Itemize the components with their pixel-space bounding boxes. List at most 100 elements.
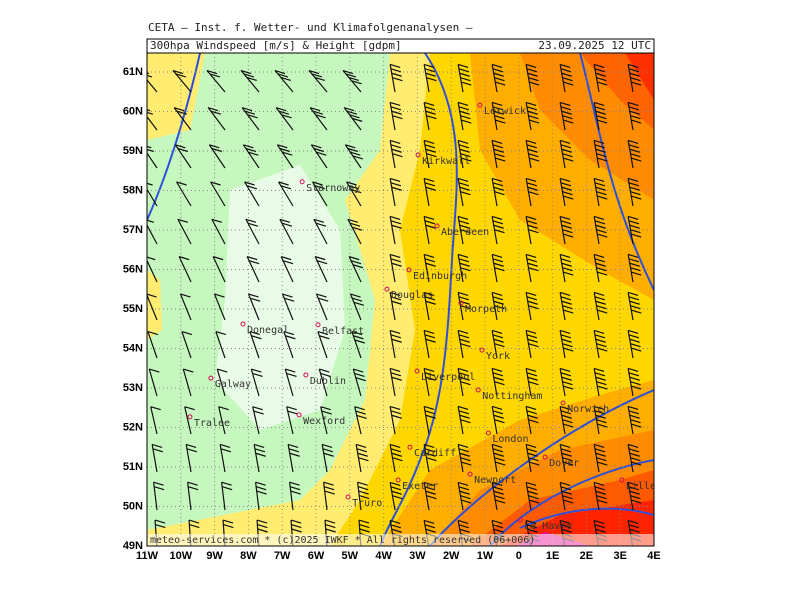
barb-feather <box>491 101 503 107</box>
barb-feather <box>460 457 471 462</box>
barb-feather <box>596 419 607 424</box>
barb-feather <box>527 376 538 381</box>
barb-feather <box>323 486 335 491</box>
barb-feather <box>459 452 470 457</box>
barb-feather <box>594 68 606 73</box>
barb-feather <box>630 343 641 348</box>
city-label: Truro <box>352 498 382 509</box>
barb-feather <box>563 309 574 314</box>
barb-feather <box>286 406 297 411</box>
barb-feather <box>492 220 504 225</box>
barb-feather <box>627 253 639 259</box>
barb-feather <box>562 267 573 272</box>
barb-feather <box>631 81 642 86</box>
wind-barb <box>423 63 437 93</box>
wind-barb <box>173 107 192 131</box>
barb-feather <box>348 185 360 190</box>
barb-feather <box>628 106 640 111</box>
barb-feather <box>528 153 539 158</box>
city-label: Le Havre <box>524 521 572 532</box>
barb-feather <box>491 405 503 411</box>
barb-feather <box>494 419 505 424</box>
barb-feather <box>526 258 538 263</box>
barb-feather <box>631 233 642 238</box>
wind-barb <box>147 109 158 131</box>
barb-feather <box>596 343 607 348</box>
barb-feather <box>491 329 503 335</box>
barb-feather <box>629 224 640 229</box>
barb-feather <box>460 495 471 500</box>
barb-feather <box>628 68 640 73</box>
barb-feather <box>561 338 572 343</box>
barb-feather <box>597 271 608 276</box>
barb-feather <box>188 519 200 524</box>
wind-barb <box>218 406 229 435</box>
barb-feather <box>458 410 470 415</box>
barb-staff <box>178 256 192 283</box>
barb-feather <box>630 305 641 310</box>
wind-barb <box>389 481 403 511</box>
wind-barb <box>207 107 226 131</box>
barb-feather <box>152 448 164 453</box>
barb-feather <box>222 519 234 524</box>
barb-feather <box>354 406 365 411</box>
wind-barb <box>349 293 365 321</box>
barb-feather <box>343 107 355 112</box>
barb-feather <box>391 300 402 305</box>
wind-barb <box>593 215 608 245</box>
wind-barb <box>147 219 158 245</box>
barb-feather <box>252 406 263 411</box>
barb-feather <box>491 481 503 487</box>
barb-feather <box>424 68 436 73</box>
barb-feather <box>528 381 539 386</box>
barb-feather <box>529 461 540 466</box>
barb-feather <box>219 443 231 449</box>
x-tick-label: 4W <box>375 550 392 562</box>
wind-barb <box>150 406 161 435</box>
barb-feather <box>279 147 291 153</box>
barb-feather <box>491 63 503 69</box>
barb-feather <box>597 233 608 238</box>
barb-feather <box>461 119 472 124</box>
city-marker <box>475 387 481 393</box>
barb-feather <box>389 101 401 107</box>
barb-feather <box>493 338 504 343</box>
barb-feather <box>563 423 574 428</box>
city-label: Wexford <box>303 416 345 427</box>
barb-feather <box>457 253 469 259</box>
wind-barb <box>491 177 505 207</box>
wind-barb <box>559 215 574 245</box>
city-marker <box>542 454 548 460</box>
barb-feather <box>563 347 574 352</box>
wind-barb <box>184 406 195 435</box>
barb-feather <box>424 258 436 263</box>
barb-feather <box>425 528 436 533</box>
x-tick-label: 9W <box>206 550 223 562</box>
barb-feather <box>525 63 537 69</box>
barb-feather <box>593 519 605 525</box>
wind-barb <box>593 177 608 207</box>
barb-feather <box>254 448 266 453</box>
barb-feather <box>457 63 469 69</box>
wind-barb <box>389 63 403 93</box>
barb-feather <box>628 144 640 149</box>
wind-barb <box>280 256 294 283</box>
barb-feather <box>560 410 572 415</box>
barb-feather <box>424 296 436 301</box>
barb-feather <box>457 329 469 335</box>
wind-barb <box>254 481 267 511</box>
wind-barb <box>213 293 226 321</box>
barb-feather <box>559 291 571 297</box>
barb-feather <box>291 523 302 529</box>
barb-feather <box>627 443 639 449</box>
barb-feather <box>209 144 220 149</box>
barb-feather <box>353 335 364 340</box>
city-label: Dublin <box>310 376 346 387</box>
wind-barb <box>212 256 226 283</box>
city-marker <box>414 368 420 374</box>
barb-feather <box>257 528 268 533</box>
y-tick-label: 51N <box>123 461 143 473</box>
barb-feather <box>311 73 323 78</box>
barb-feather <box>147 74 153 78</box>
barb-feather <box>390 258 402 263</box>
